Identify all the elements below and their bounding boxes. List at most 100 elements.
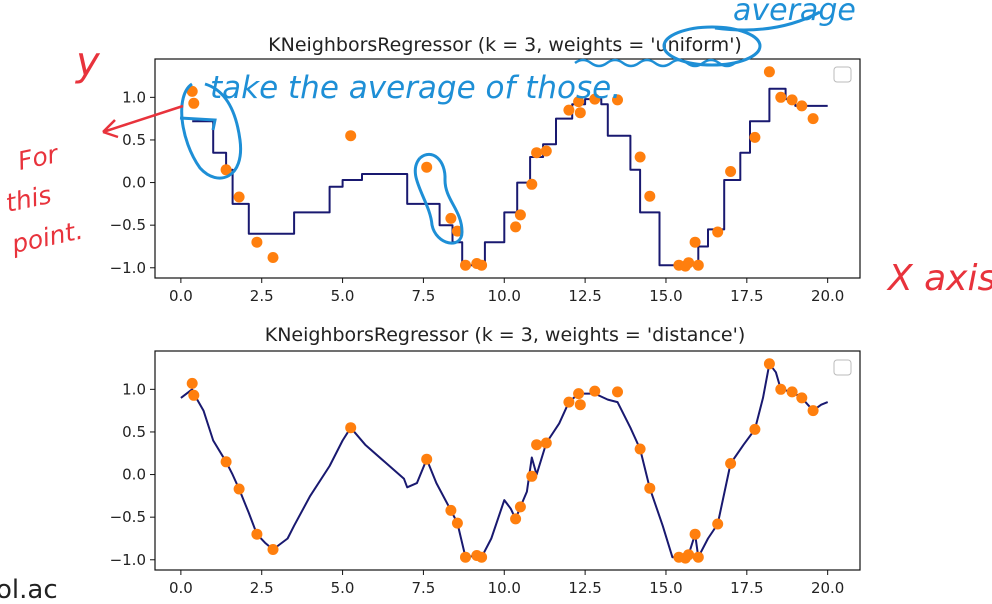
data-point bbox=[510, 221, 522, 233]
y-tick-label: −1.0 bbox=[110, 259, 146, 277]
circle-mid-points bbox=[413, 152, 464, 245]
annotation-y: y bbox=[75, 39, 101, 85]
data-point bbox=[612, 386, 623, 398]
data-point bbox=[692, 259, 704, 271]
data-point bbox=[445, 504, 457, 516]
data-point bbox=[233, 191, 245, 203]
x-tick-label: 0.0 bbox=[169, 287, 193, 305]
x-tick-label: 15.0 bbox=[649, 287, 682, 305]
data-point bbox=[573, 96, 585, 108]
data-point bbox=[775, 91, 787, 103]
x-tick-label: 0.0 bbox=[169, 579, 193, 597]
y-tick-label: 0.0 bbox=[122, 174, 146, 192]
x-tick-label: 20.0 bbox=[811, 579, 844, 597]
data-point bbox=[188, 389, 200, 401]
y-tick-label: −0.5 bbox=[110, 216, 146, 234]
data-point bbox=[563, 104, 575, 116]
data-point bbox=[634, 151, 646, 163]
data-point bbox=[514, 209, 526, 221]
data-point bbox=[220, 164, 232, 176]
uniform-circle bbox=[662, 25, 762, 67]
data-point bbox=[514, 501, 526, 513]
edge-text-fragment: ol.ac bbox=[0, 575, 58, 604]
data-point bbox=[186, 85, 198, 97]
data-point bbox=[267, 544, 279, 555]
data-point bbox=[573, 388, 585, 400]
chart-title-distance: KNeighborsRegressor (k = 3, weights = 'd… bbox=[265, 324, 746, 346]
data-point bbox=[345, 130, 357, 142]
data-point bbox=[574, 107, 586, 119]
data-point bbox=[786, 94, 798, 106]
data-point bbox=[683, 257, 695, 269]
data-point bbox=[689, 528, 701, 540]
uniform-wavy-underline bbox=[574, 58, 736, 68]
data-point bbox=[749, 131, 761, 143]
x-tick-label: 10.0 bbox=[488, 287, 521, 305]
data-point bbox=[531, 147, 543, 159]
data-point bbox=[807, 113, 819, 125]
x-tick-label: 17.5 bbox=[730, 287, 763, 305]
data-point bbox=[775, 383, 787, 395]
data-point bbox=[251, 528, 263, 540]
data-point bbox=[526, 178, 538, 190]
y-tick-label: 1.0 bbox=[122, 88, 146, 106]
annotation-x-axis: X axis bbox=[886, 258, 992, 299]
x-tick-label: 17.5 bbox=[730, 579, 763, 597]
data-point bbox=[712, 518, 724, 530]
data-point bbox=[476, 551, 488, 563]
data-point bbox=[540, 145, 552, 157]
data-point bbox=[749, 423, 761, 435]
annotation-take-average: take the average of those. bbox=[210, 70, 621, 106]
data-point bbox=[233, 483, 245, 495]
data-point bbox=[510, 513, 522, 525]
annotation-point: point. bbox=[8, 216, 85, 259]
y-tick-label: 0.0 bbox=[122, 466, 146, 484]
bracket-first-points bbox=[179, 116, 217, 131]
data-point bbox=[445, 212, 457, 224]
x-tick-label: 2.5 bbox=[250, 579, 274, 597]
data-point bbox=[574, 399, 586, 411]
legend-box-distance bbox=[833, 359, 852, 376]
x-tick-label: 12.5 bbox=[568, 287, 601, 305]
data-point bbox=[251, 236, 263, 248]
data-point bbox=[220, 456, 232, 468]
x-tick-label: 20.0 bbox=[811, 287, 844, 305]
data-point bbox=[807, 405, 819, 417]
x-tick-label: 15.0 bbox=[649, 579, 682, 597]
annotation-for: For bbox=[15, 139, 62, 176]
data-point bbox=[725, 458, 737, 469]
data-point bbox=[563, 396, 575, 408]
x-tick-label: 2.5 bbox=[250, 287, 274, 305]
data-point bbox=[796, 100, 808, 112]
x-tick-label: 5.0 bbox=[331, 579, 355, 597]
x-tick-label: 7.5 bbox=[411, 579, 435, 597]
data-point bbox=[421, 453, 433, 465]
data-point bbox=[786, 386, 798, 398]
data-point bbox=[460, 259, 471, 271]
x-tick-label: 5.0 bbox=[331, 287, 355, 305]
data-point bbox=[692, 551, 704, 563]
data-point bbox=[634, 443, 646, 455]
data-point bbox=[540, 437, 552, 449]
data-point bbox=[725, 166, 737, 177]
data-point bbox=[460, 551, 471, 563]
plot-frame-distance bbox=[154, 350, 861, 571]
y-tick-label: −0.5 bbox=[110, 508, 146, 526]
x-tick-label: 10.0 bbox=[488, 579, 521, 597]
subplot-uniform: KNeighborsRegressor (k = 3, weights = 'u… bbox=[110, 34, 861, 305]
data-point bbox=[612, 94, 623, 106]
plot-frame-uniform bbox=[154, 58, 861, 279]
y-tick-label: 0.5 bbox=[122, 131, 146, 149]
data-point bbox=[644, 190, 656, 202]
data-point bbox=[589, 385, 601, 397]
data-point bbox=[186, 377, 198, 389]
data-point bbox=[421, 161, 433, 173]
prediction-line-uniform bbox=[192, 87, 828, 267]
annotations-layer: average take the average of those. y For… bbox=[3, 0, 992, 299]
red-arrow bbox=[102, 104, 184, 139]
y-tick-label: 0.5 bbox=[122, 423, 146, 441]
data-point bbox=[796, 392, 808, 404]
data-point bbox=[526, 470, 538, 482]
data-point bbox=[345, 422, 357, 434]
